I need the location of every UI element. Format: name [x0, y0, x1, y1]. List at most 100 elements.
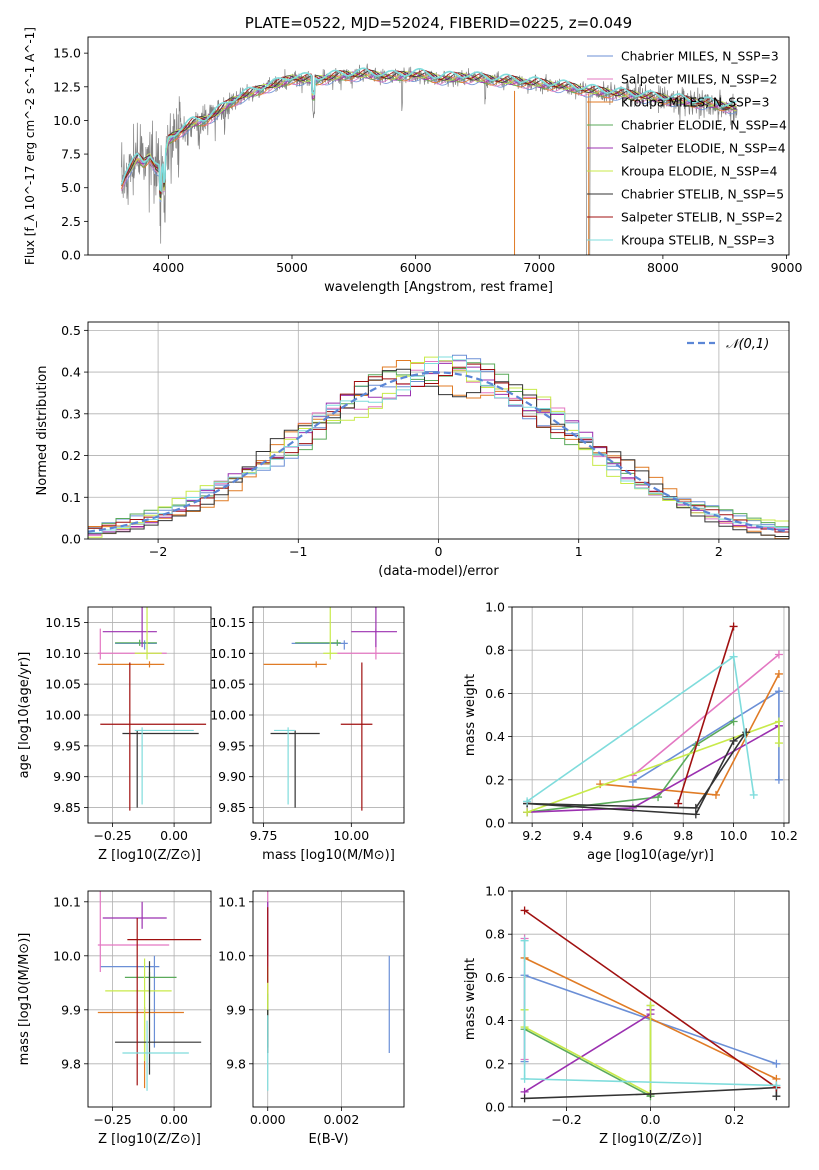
- y-tick-label: 10.0: [53, 948, 81, 963]
- x-tick-label: 0.00: [160, 1112, 188, 1127]
- weight-marker: [772, 1059, 781, 1068]
- legend-label: Kroupa MILES, N_SSP=3: [621, 96, 769, 110]
- x-axis-label: wavelength [Angstrom, rest frame]: [324, 280, 553, 295]
- age-vs-mass-axes: 9.75 10.00 9.85 9.90 9.95 10.00 10.05 10.10 10.1…: [210, 607, 404, 863]
- y-tick-label: 9.95: [218, 738, 246, 753]
- mass-vs-ebv-axes: 0.000 0.002 9.8 9.9 10.0 10.1 E(B-V): [218, 891, 404, 1147]
- weight-line-6: [527, 731, 747, 816]
- histogram-8: [88, 356, 789, 539]
- weight-marker: [749, 790, 758, 799]
- y-tick-label: 0.2: [485, 772, 505, 787]
- y-tick-label: 0.2: [61, 448, 81, 463]
- legend-label: 𝒩(0,1): [726, 337, 769, 352]
- weight-marker: [520, 936, 529, 945]
- y-tick-label: 9.9: [61, 1002, 81, 1017]
- x-tick-label: 0.0: [641, 1112, 661, 1127]
- mass-weight-vs-age-frame: [511, 606, 790, 824]
- weight-line-7: [677, 626, 735, 804]
- y-tick-label: 0.5: [61, 323, 81, 338]
- y-tick-label: 1.0: [485, 600, 505, 615]
- weight-marker: [711, 790, 720, 799]
- x-tick-label: 9.6: [623, 828, 643, 843]
- y-tick-label: 7.5: [61, 147, 81, 162]
- weight-marker: [774, 717, 783, 726]
- x-tick-label: 0.00: [160, 828, 188, 843]
- model-spectrum-5: [121, 71, 737, 201]
- weight-line-6: [524, 1086, 778, 1100]
- y-tick-label: 10.10: [210, 646, 246, 661]
- y-tick-label: 0.8: [485, 643, 505, 658]
- weight-marker: [774, 687, 783, 696]
- mass-vs-ebv-plot-area: [267, 891, 390, 1091]
- y-tick-label: 10.0: [53, 113, 81, 128]
- y-tick-label: 0.0: [485, 1100, 505, 1115]
- y-tick-label: 9.85: [218, 800, 246, 815]
- weight-marker: [729, 736, 738, 745]
- weight-line-7: [524, 909, 777, 1089]
- y-tick-label: 0.6: [485, 686, 505, 701]
- weight-marker: [646, 1090, 655, 1099]
- residuals-axes: −2 −1 0 1 2 0.0 0.1 0.2 0.3 0.4 0.5 (data-model)/er…: [35, 322, 789, 579]
- mass-weight-vs-age-axes: 9.2 9.4 9.6 9.8 10.0 10.2 0.0 0.2 0.4 0.6 0.8 1.0 ag…: [463, 600, 798, 864]
- y-axis-label: age [log10(age/yr)]: [17, 652, 32, 779]
- legend-label: Chabrier MILES, N_SSP=3: [621, 50, 779, 64]
- x-axis-label: E(B-V): [308, 1132, 348, 1147]
- mass-weight-vs-Z-plot-area: [520, 906, 781, 1103]
- y-tick-label: 0.0: [485, 816, 505, 831]
- chart-title: PLATE=0522, MJD=52024, FIBERID=0225, z=0…: [245, 14, 632, 32]
- y-tick-label: 10.15: [45, 615, 81, 630]
- y-axis-label: mass [log10(M/M⊙)]: [17, 933, 32, 1066]
- y-tick-label: 0.6: [485, 970, 505, 985]
- y-tick-label: 10.15: [210, 615, 246, 630]
- x-tick-label: 10.0: [720, 828, 748, 843]
- weight-marker: [523, 797, 532, 806]
- normal-curve: [88, 371, 789, 533]
- x-tick-label: 7000: [523, 260, 555, 275]
- x-tick-label: 8000: [647, 260, 679, 275]
- model-spectrum-4: [120, 71, 737, 201]
- weight-marker: [774, 650, 783, 659]
- age-vs-mass-plot-area: [263, 607, 401, 811]
- x-tick-label: 6000: [400, 260, 432, 275]
- x-tick-label: −2: [149, 544, 167, 559]
- weight-marker: [520, 906, 529, 915]
- spectrum-plot-area: [120, 63, 738, 255]
- x-tick-label: 0: [435, 544, 443, 559]
- y-tick-label: 15.0: [53, 46, 81, 61]
- y-tick-label: 10.1: [218, 894, 246, 909]
- y-tick-label: 9.9: [226, 1002, 246, 1017]
- model-spectrum-1: [120, 73, 737, 199]
- weight-marker: [523, 808, 532, 817]
- mass-weight-vs-Z-frame: [511, 890, 790, 1108]
- y-tick-label: 10.10: [45, 646, 81, 661]
- legend-label: Salpeter STELIB, N_SSP=2: [621, 211, 783, 225]
- y-axis-label: mass weight: [463, 674, 478, 756]
- legend-label: Kroupa ELODIE, N_SSP=4: [621, 165, 778, 179]
- y-tick-label: 10.05: [45, 677, 81, 692]
- weight-marker: [772, 1081, 781, 1090]
- model-spectrum-8: [120, 67, 737, 193]
- y-tick-label: 0.4: [485, 1013, 505, 1028]
- y-tick-label: 10.00: [210, 708, 246, 723]
- y-tick-label: 5.0: [61, 180, 81, 195]
- x-axis-label: age [log10(age/yr)]: [587, 848, 714, 863]
- legend-label: Chabrier STELIB, N_SSP=5: [621, 188, 784, 202]
- spectrum-frame: [87, 36, 790, 256]
- x-axis-label: Z [log10(Z/Z⊙)]: [98, 1132, 201, 1147]
- x-tick-label: 10.00: [333, 828, 369, 843]
- y-tick-label: 10.05: [210, 677, 246, 692]
- weight-marker: [691, 803, 700, 812]
- x-axis-label: Z [log10(Z/Z⊙)]: [599, 1132, 702, 1147]
- y-tick-label: 10.0: [218, 948, 246, 963]
- x-tick-label: −0.2: [551, 1112, 581, 1127]
- weight-marker: [772, 1092, 781, 1101]
- x-axis-label: Z [log10(Z/Z⊙)]: [98, 848, 201, 863]
- y-tick-label: 12.5: [53, 79, 81, 94]
- weight-marker: [520, 1094, 529, 1103]
- weight-line-3: [524, 1005, 652, 1098]
- y-tick-label: 9.8: [226, 1056, 246, 1071]
- y-tick-label: 10.1: [53, 894, 81, 909]
- x-tick-label: 10.2: [770, 828, 798, 843]
- x-tick-label: −1: [289, 544, 307, 559]
